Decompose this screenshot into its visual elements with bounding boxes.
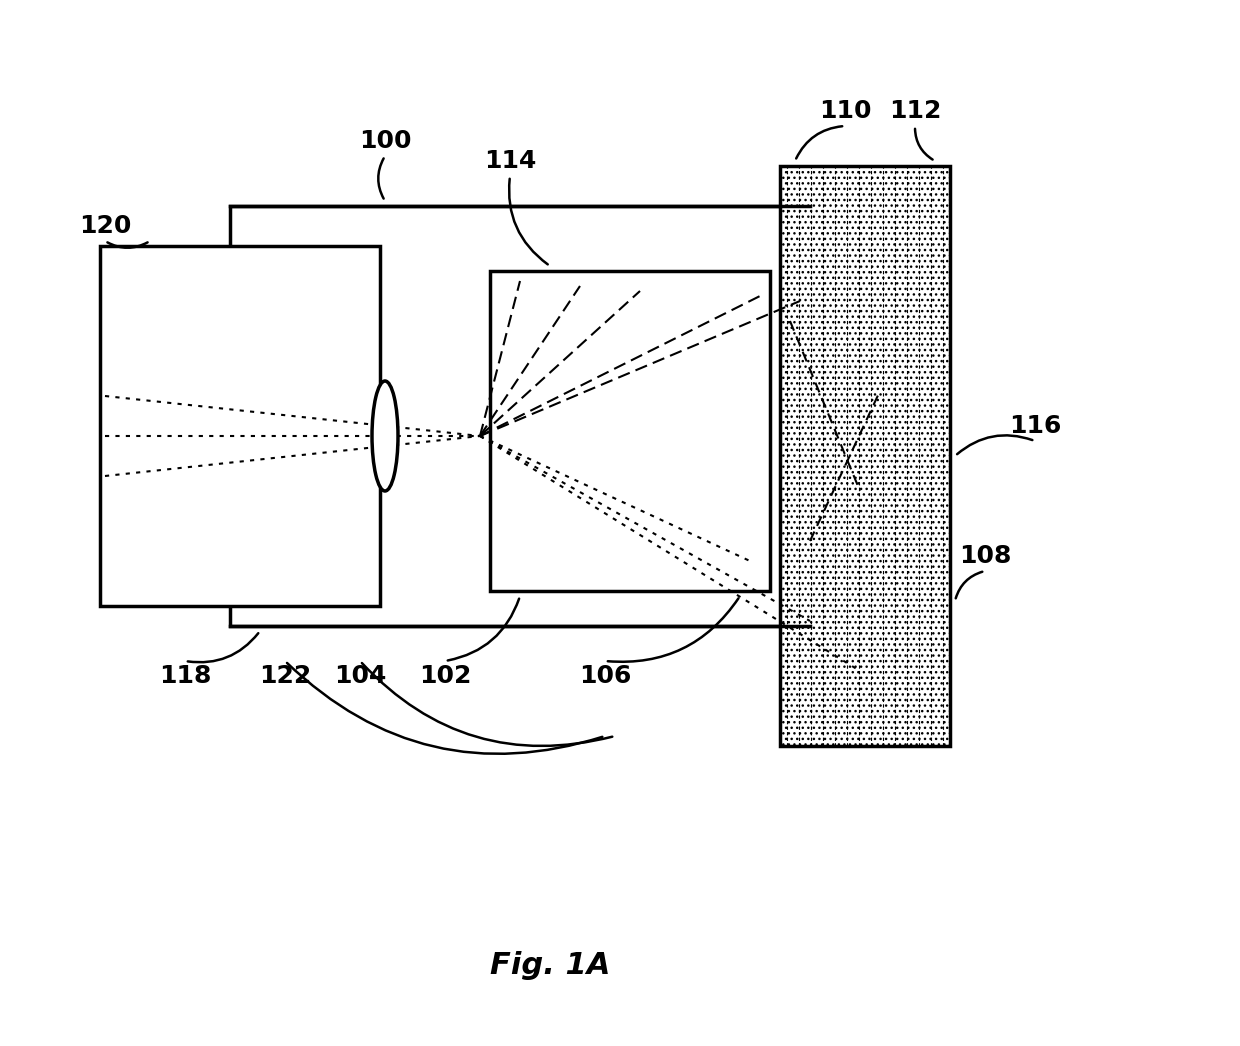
FancyBboxPatch shape <box>490 271 770 591</box>
FancyBboxPatch shape <box>780 166 950 746</box>
Text: 104: 104 <box>334 664 386 688</box>
Text: 120: 120 <box>79 214 131 238</box>
Text: 110: 110 <box>818 99 872 123</box>
Text: 102: 102 <box>419 664 471 688</box>
Ellipse shape <box>372 381 398 491</box>
Text: 116: 116 <box>1009 414 1061 438</box>
Text: 114: 114 <box>484 149 536 173</box>
FancyBboxPatch shape <box>229 206 810 626</box>
Text: 112: 112 <box>889 99 941 123</box>
Text: Fig. 1A: Fig. 1A <box>490 952 610 980</box>
FancyBboxPatch shape <box>100 246 379 606</box>
Text: 100: 100 <box>358 129 412 153</box>
Text: 118: 118 <box>159 664 211 688</box>
Text: 106: 106 <box>579 664 631 688</box>
Text: 122: 122 <box>259 664 311 688</box>
Text: 108: 108 <box>959 544 1011 568</box>
